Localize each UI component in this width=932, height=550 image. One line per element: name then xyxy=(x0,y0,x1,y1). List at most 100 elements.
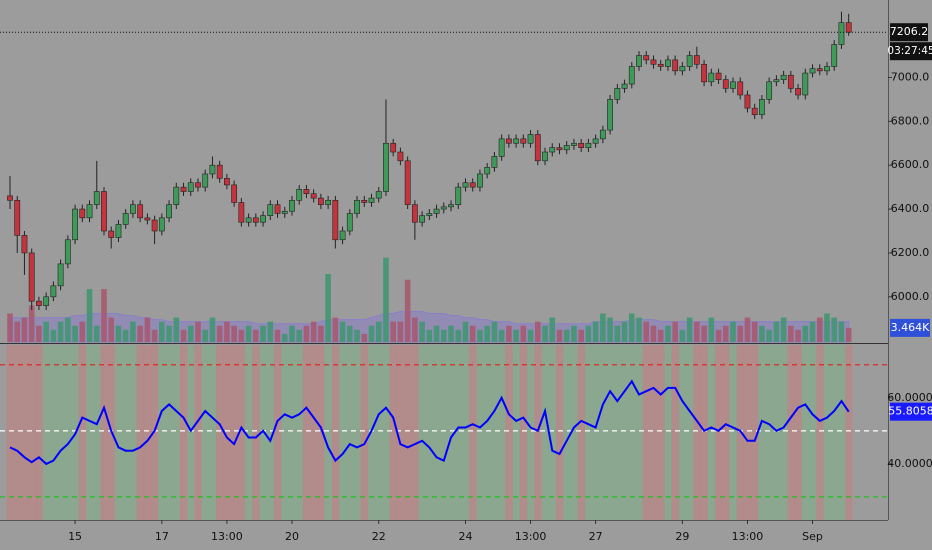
candle-body xyxy=(79,208,86,219)
candle-body xyxy=(802,72,809,96)
volume-bar xyxy=(93,325,100,342)
candle-body xyxy=(484,167,491,175)
volume-bar xyxy=(715,329,722,342)
rsi-background-column xyxy=(310,345,318,520)
volume-bar xyxy=(708,317,715,342)
volume-bar xyxy=(585,325,592,342)
rsi-tick-label: 40.0000 xyxy=(887,457,932,470)
last-price-box xyxy=(890,23,928,42)
rsi-background-column xyxy=(570,345,578,520)
rsi-background-column xyxy=(794,345,802,520)
volume-bar xyxy=(657,329,664,342)
volume-bar xyxy=(542,325,548,342)
candle-body xyxy=(672,59,679,72)
volume-bar xyxy=(592,321,599,342)
candle-body xyxy=(686,55,693,67)
rsi-background-column xyxy=(447,345,455,520)
price-tick-label: 6600.0 xyxy=(891,158,930,171)
rsi-background-column xyxy=(606,345,615,520)
rsi-background-column xyxy=(317,345,325,520)
rsi-background-column xyxy=(158,345,166,520)
rsi-background-column xyxy=(418,345,427,520)
volume-bar xyxy=(766,329,772,342)
rsi-background-column xyxy=(331,345,340,520)
candle-body xyxy=(158,217,165,232)
candle-body xyxy=(433,208,440,214)
rsi-background-column xyxy=(396,345,405,520)
rsi-background-column xyxy=(411,345,419,520)
volume-bar xyxy=(469,325,476,342)
rsi-background-column xyxy=(237,345,246,520)
candle-body xyxy=(368,197,375,203)
candle-body xyxy=(513,138,519,144)
volume-bar xyxy=(621,321,628,342)
volume-bar xyxy=(209,317,216,342)
rsi-background-column xyxy=(830,345,839,520)
rsi-background-column xyxy=(729,345,737,520)
rsi-background-column xyxy=(512,345,521,520)
rsi-background-column xyxy=(505,345,513,520)
candle-body xyxy=(187,182,194,192)
rsi-background-column xyxy=(534,345,542,520)
volume-bar xyxy=(737,325,744,342)
rsi-background-column xyxy=(56,345,65,520)
volume-bar xyxy=(426,329,433,342)
candle-body xyxy=(607,99,613,131)
volume-bar xyxy=(180,329,187,342)
rsi-background-column xyxy=(613,345,622,520)
volume-bar xyxy=(816,317,823,342)
volume-bar xyxy=(498,329,505,342)
volume-bar xyxy=(672,321,678,342)
candle-body xyxy=(527,134,534,144)
volume-bar xyxy=(187,325,194,342)
candle-body xyxy=(310,193,317,199)
volume-bar xyxy=(491,321,498,342)
rsi-background-column xyxy=(664,345,672,520)
candle-body xyxy=(57,263,64,287)
candle-body xyxy=(375,191,382,199)
rsi-background-column xyxy=(85,345,94,520)
volume-bar xyxy=(281,333,288,342)
candle-body xyxy=(404,160,411,205)
rsi-background-column xyxy=(476,345,484,520)
rsi-background-column xyxy=(808,345,817,520)
candle-body xyxy=(339,230,346,241)
rsi-background-column xyxy=(765,345,774,520)
candle-body xyxy=(556,147,563,151)
volume-bar xyxy=(173,317,180,342)
volume-bar xyxy=(7,313,13,342)
rsi-background-column xyxy=(338,345,347,520)
volume-bar xyxy=(375,321,382,342)
candle-body xyxy=(21,235,28,254)
price-tick-label: 6400.0 xyxy=(891,202,930,215)
volume-bar xyxy=(397,321,404,342)
candle-body xyxy=(462,182,469,188)
rsi-background-column xyxy=(555,345,564,520)
candle-body xyxy=(267,204,274,216)
volume-bar xyxy=(86,289,93,342)
candle-body xyxy=(477,173,483,188)
candle-body xyxy=(216,164,223,179)
rsi-background-column xyxy=(143,345,152,520)
rsi-background-column xyxy=(49,345,58,520)
candle-body xyxy=(650,59,657,65)
volume-bar xyxy=(484,325,490,342)
volume-bar xyxy=(686,317,693,342)
volume-bar xyxy=(600,313,606,342)
candle-body xyxy=(166,204,172,219)
candle-body xyxy=(614,88,621,100)
price-tick-label: 6200.0 xyxy=(891,246,930,259)
candle-body xyxy=(773,79,780,83)
rsi-background-column xyxy=(686,345,694,520)
rsi-background-column xyxy=(671,345,680,520)
volume-bar xyxy=(166,325,172,342)
candle-body xyxy=(657,63,664,67)
candle-body xyxy=(346,213,353,232)
volume-bar xyxy=(231,325,237,342)
rsi-background-column xyxy=(6,345,14,520)
volume-bar xyxy=(527,329,534,342)
rsi-background-column xyxy=(20,345,29,520)
candle-body xyxy=(578,142,585,148)
rsi-background-column xyxy=(599,345,607,520)
volume-bar xyxy=(679,329,686,342)
